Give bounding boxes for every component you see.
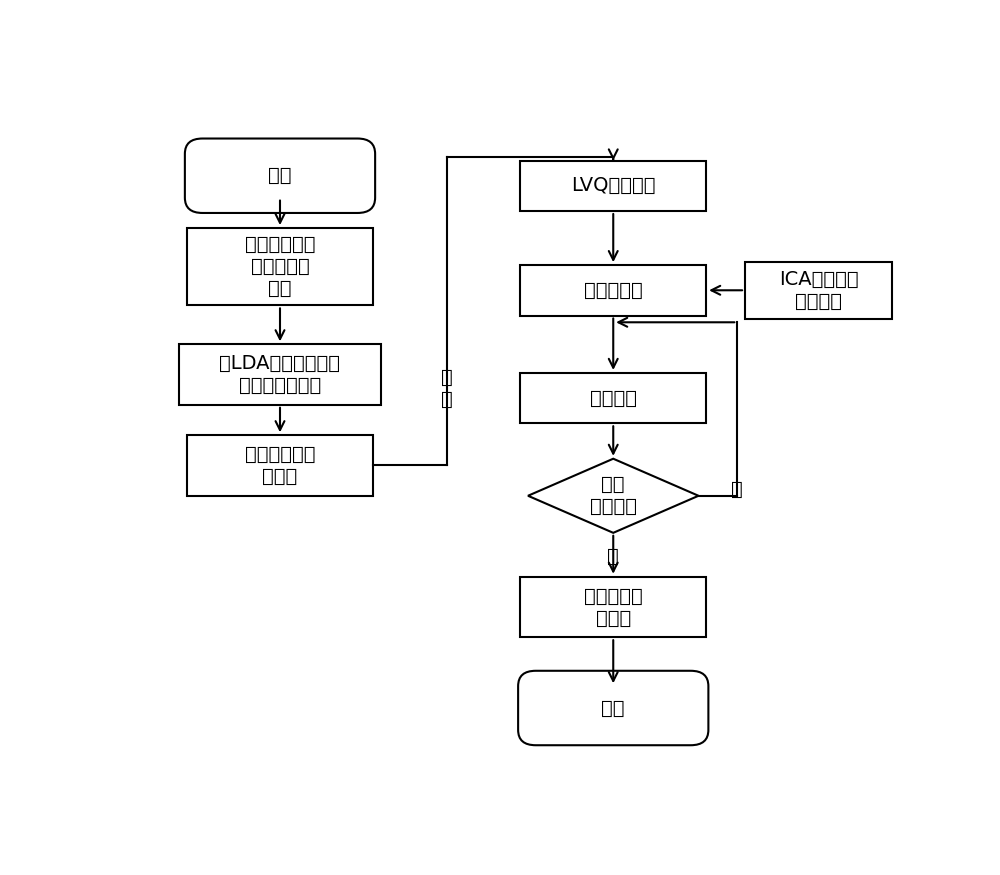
- Text: 否: 否: [731, 480, 743, 499]
- Text: 输
入: 输 入: [441, 368, 452, 409]
- FancyBboxPatch shape: [518, 671, 708, 746]
- Text: 判定
训练次数: 判定 训练次数: [590, 475, 637, 516]
- Bar: [520, 373, 706, 424]
- Bar: [745, 262, 892, 318]
- Bar: [520, 161, 706, 211]
- Text: 训练学习: 训练学习: [590, 388, 637, 408]
- Text: 输入故障分
类结果: 输入故障分 类结果: [584, 586, 643, 627]
- FancyBboxPatch shape: [185, 138, 375, 213]
- Text: ICA算法优化
初始权值: ICA算法优化 初始权值: [779, 270, 858, 311]
- Bar: [179, 344, 381, 405]
- Text: 开始: 开始: [268, 166, 292, 186]
- Text: 得到降维后的
样本集: 得到降维后的 样本集: [245, 445, 315, 486]
- Polygon shape: [528, 458, 698, 533]
- Text: 初始化权值: 初始化权值: [584, 281, 643, 300]
- Text: 选取典型化样
本及归一化
处理: 选取典型化样 本及归一化 处理: [245, 235, 315, 298]
- Text: LVQ神经网络: LVQ神经网络: [571, 177, 656, 195]
- Bar: [520, 577, 706, 637]
- Bar: [187, 435, 373, 496]
- Text: 是: 是: [607, 547, 619, 566]
- Text: 结束: 结束: [602, 698, 625, 717]
- Bar: [520, 265, 706, 316]
- Bar: [187, 228, 373, 305]
- Text: 用LDA对上述处理过
的样本进行降维: 用LDA对上述处理过 的样本进行降维: [220, 354, 340, 395]
